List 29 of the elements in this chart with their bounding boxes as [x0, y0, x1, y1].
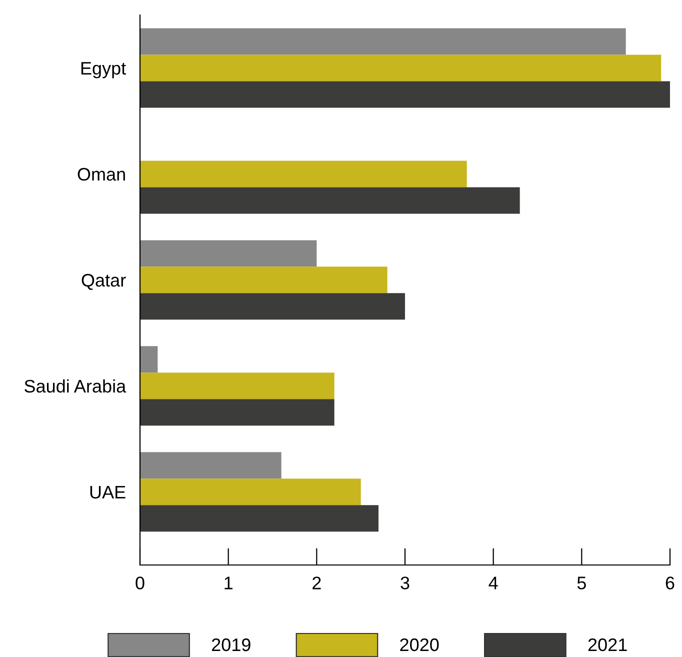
- bar: [140, 266, 388, 294]
- bar: [140, 505, 378, 532]
- bar: [140, 81, 670, 108]
- bar: [140, 399, 334, 426]
- bar: [140, 28, 626, 55]
- x-tick-label: 0: [136, 576, 144, 590]
- y-tick-label: UAE: [90, 486, 126, 499]
- bar: [140, 478, 361, 506]
- legend-label: 2019: [212, 638, 250, 652]
- bar: [140, 160, 467, 188]
- x-tick-label: 3: [400, 576, 410, 590]
- bar: [140, 346, 158, 373]
- x-tick-label: 5: [577, 576, 586, 590]
- x-tick-label: 4: [488, 576, 498, 590]
- x-tick-label: 2: [312, 576, 321, 590]
- y-tick-label: Qatar: [82, 274, 126, 290]
- y-tick-label: Saudi Arabia: [24, 379, 126, 393]
- bar: [140, 240, 317, 267]
- bar: [140, 452, 282, 479]
- bar: [140, 372, 334, 400]
- y-tick-label: Oman: [78, 168, 125, 181]
- legend-label: 2020: [400, 638, 439, 652]
- x-tick-label: 1: [224, 576, 232, 590]
- bar: [140, 293, 405, 320]
- x-tick-label: 6: [666, 576, 674, 590]
- y-tick-label: Egypt: [81, 62, 126, 78]
- bar: [140, 54, 662, 82]
- legend-label: 2021: [588, 638, 627, 652]
- bar: [140, 187, 520, 214]
